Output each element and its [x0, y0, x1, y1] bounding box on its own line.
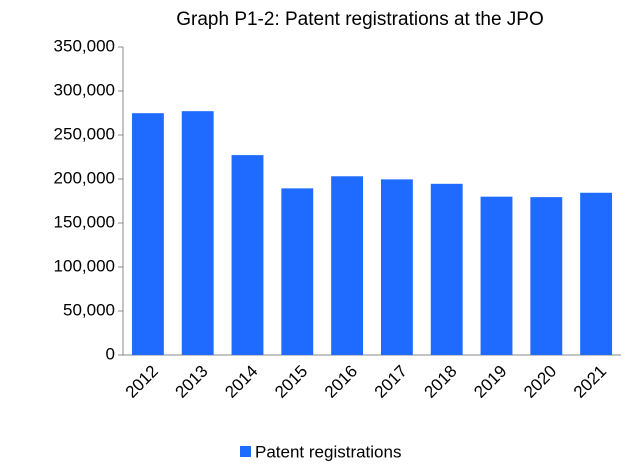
y-tick-label: 150,000 [54, 212, 115, 231]
bar [530, 197, 563, 355]
bar [231, 155, 264, 355]
y-tick-label: 350,000 [54, 36, 115, 55]
bar [580, 192, 613, 355]
bar [380, 179, 413, 355]
x-tick-label: 2013 [172, 362, 212, 402]
bar [331, 176, 364, 355]
legend-label: Patent registrations [255, 442, 401, 461]
bar [181, 111, 214, 356]
x-tick-label: 2020 [520, 362, 560, 402]
x-tick-label: 2021 [570, 362, 610, 402]
x-tick-label: 2017 [371, 362, 411, 402]
x-tick-label: 2019 [470, 362, 510, 402]
y-tick-label: 200,000 [54, 168, 115, 187]
bar [281, 188, 314, 355]
bar [430, 183, 463, 355]
x-tick-label: 2012 [122, 362, 162, 402]
bar [480, 196, 513, 355]
x-tick-label: 2018 [421, 362, 461, 402]
y-tick-label: 300,000 [54, 80, 115, 99]
y-tick-label: 100,000 [54, 256, 115, 275]
chart-title: Graph P1-2: Patent registrations at the … [176, 9, 544, 30]
legend-swatch [240, 446, 251, 457]
y-tick-label: 50,000 [63, 300, 115, 319]
y-tick-label: 250,000 [54, 124, 115, 143]
x-tick-label: 2016 [321, 362, 361, 402]
bar [131, 113, 164, 355]
x-tick-label: 2014 [221, 362, 261, 402]
x-tick-label: 2015 [271, 362, 311, 402]
y-tick-label: 0 [106, 344, 115, 363]
